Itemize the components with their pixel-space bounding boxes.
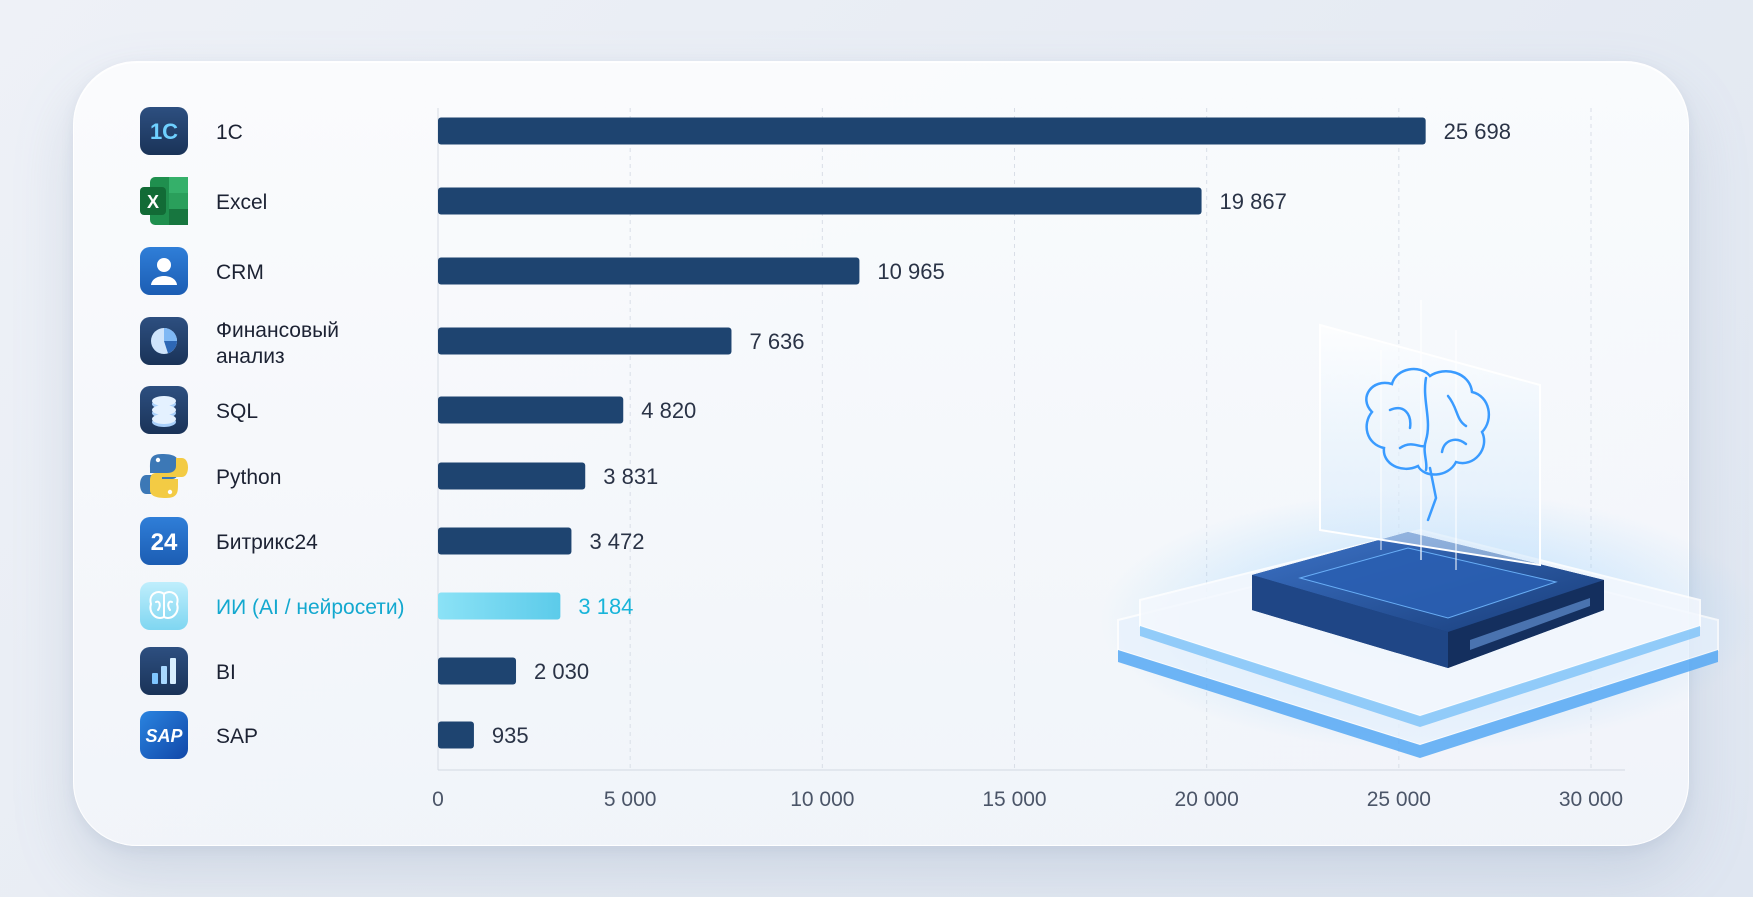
value-label: 3 472	[589, 529, 644, 554]
value-label: 7 636	[749, 329, 804, 354]
value-labels: 25 698 19 867 10 965 7 636 4 820 3 831 3 472 3 …	[492, 119, 1511, 748]
bar	[438, 592, 561, 620]
x-tick-label: 20 000	[1175, 788, 1239, 811]
category-label: ИИ (AI / нейросети)	[216, 596, 405, 619]
category-label: SAP	[216, 725, 258, 748]
value-label: 935	[492, 723, 529, 748]
sap-logo-icon: SAP	[140, 711, 188, 759]
category-label: Excel	[216, 191, 267, 214]
python-icon	[140, 454, 188, 498]
x-tick-label: 30 000	[1559, 788, 1623, 811]
bar	[438, 187, 1202, 215]
chip	[1252, 532, 1604, 668]
x-tick-label: 0	[432, 788, 444, 811]
database-icon	[140, 386, 188, 434]
brain-icon	[140, 582, 188, 630]
ai-chip-illustration	[1100, 300, 1753, 758]
1c-logo-icon: 1С	[140, 107, 188, 155]
bar	[438, 721, 474, 749]
bar	[438, 117, 1426, 145]
bitrix24-icon: 24	[140, 517, 188, 565]
icon-label: 1С	[150, 119, 178, 144]
user-icon	[140, 247, 188, 295]
pie-chart-icon	[140, 317, 188, 365]
bar	[438, 527, 572, 555]
category-label: SQL	[216, 400, 258, 423]
category-label: CRM	[216, 261, 264, 284]
bar	[438, 257, 860, 285]
icon-label: SAP	[145, 726, 183, 746]
value-label: 4 820	[641, 398, 696, 423]
value-label: 3 184	[578, 594, 633, 619]
bar	[438, 657, 517, 685]
icon-label: 24	[151, 529, 178, 556]
value-label: 3 831	[603, 464, 658, 489]
category-label: Python	[216, 466, 281, 489]
value-label: 10 965	[877, 259, 944, 284]
category-label: BI	[216, 661, 236, 684]
hologram-panel	[1319, 300, 1541, 570]
category-label: Битрикс24	[216, 531, 318, 554]
excel-icon: X	[140, 177, 188, 225]
bar	[438, 396, 624, 424]
x-tick-label: 5 000	[604, 788, 657, 811]
category-label: 1С	[216, 121, 243, 144]
brain-icon	[1365, 367, 1491, 522]
value-label: 25 698	[1444, 119, 1511, 144]
x-tick-label: 10 000	[790, 788, 854, 811]
bars	[438, 117, 1426, 749]
value-label: 19 867	[1220, 189, 1287, 214]
value-label: 2 030	[534, 659, 589, 684]
x-axis: 0 5 000 10 000 15 000 20 000 25 000 30 000	[432, 769, 1625, 811]
x-tick-label: 25 000	[1367, 788, 1431, 811]
bar	[438, 327, 732, 355]
x-tick-label: 15 000	[982, 788, 1046, 811]
category-icons: 1С X 24 SAP	[140, 107, 188, 759]
bar-chart-icon	[140, 647, 188, 695]
bar	[438, 462, 586, 490]
category-label: Финансовый анализ	[216, 319, 339, 368]
category-labels: 1С Excel CRM Финансовый анализ SQL Python Битри…	[216, 121, 405, 748]
icon-label: X	[147, 192, 159, 212]
